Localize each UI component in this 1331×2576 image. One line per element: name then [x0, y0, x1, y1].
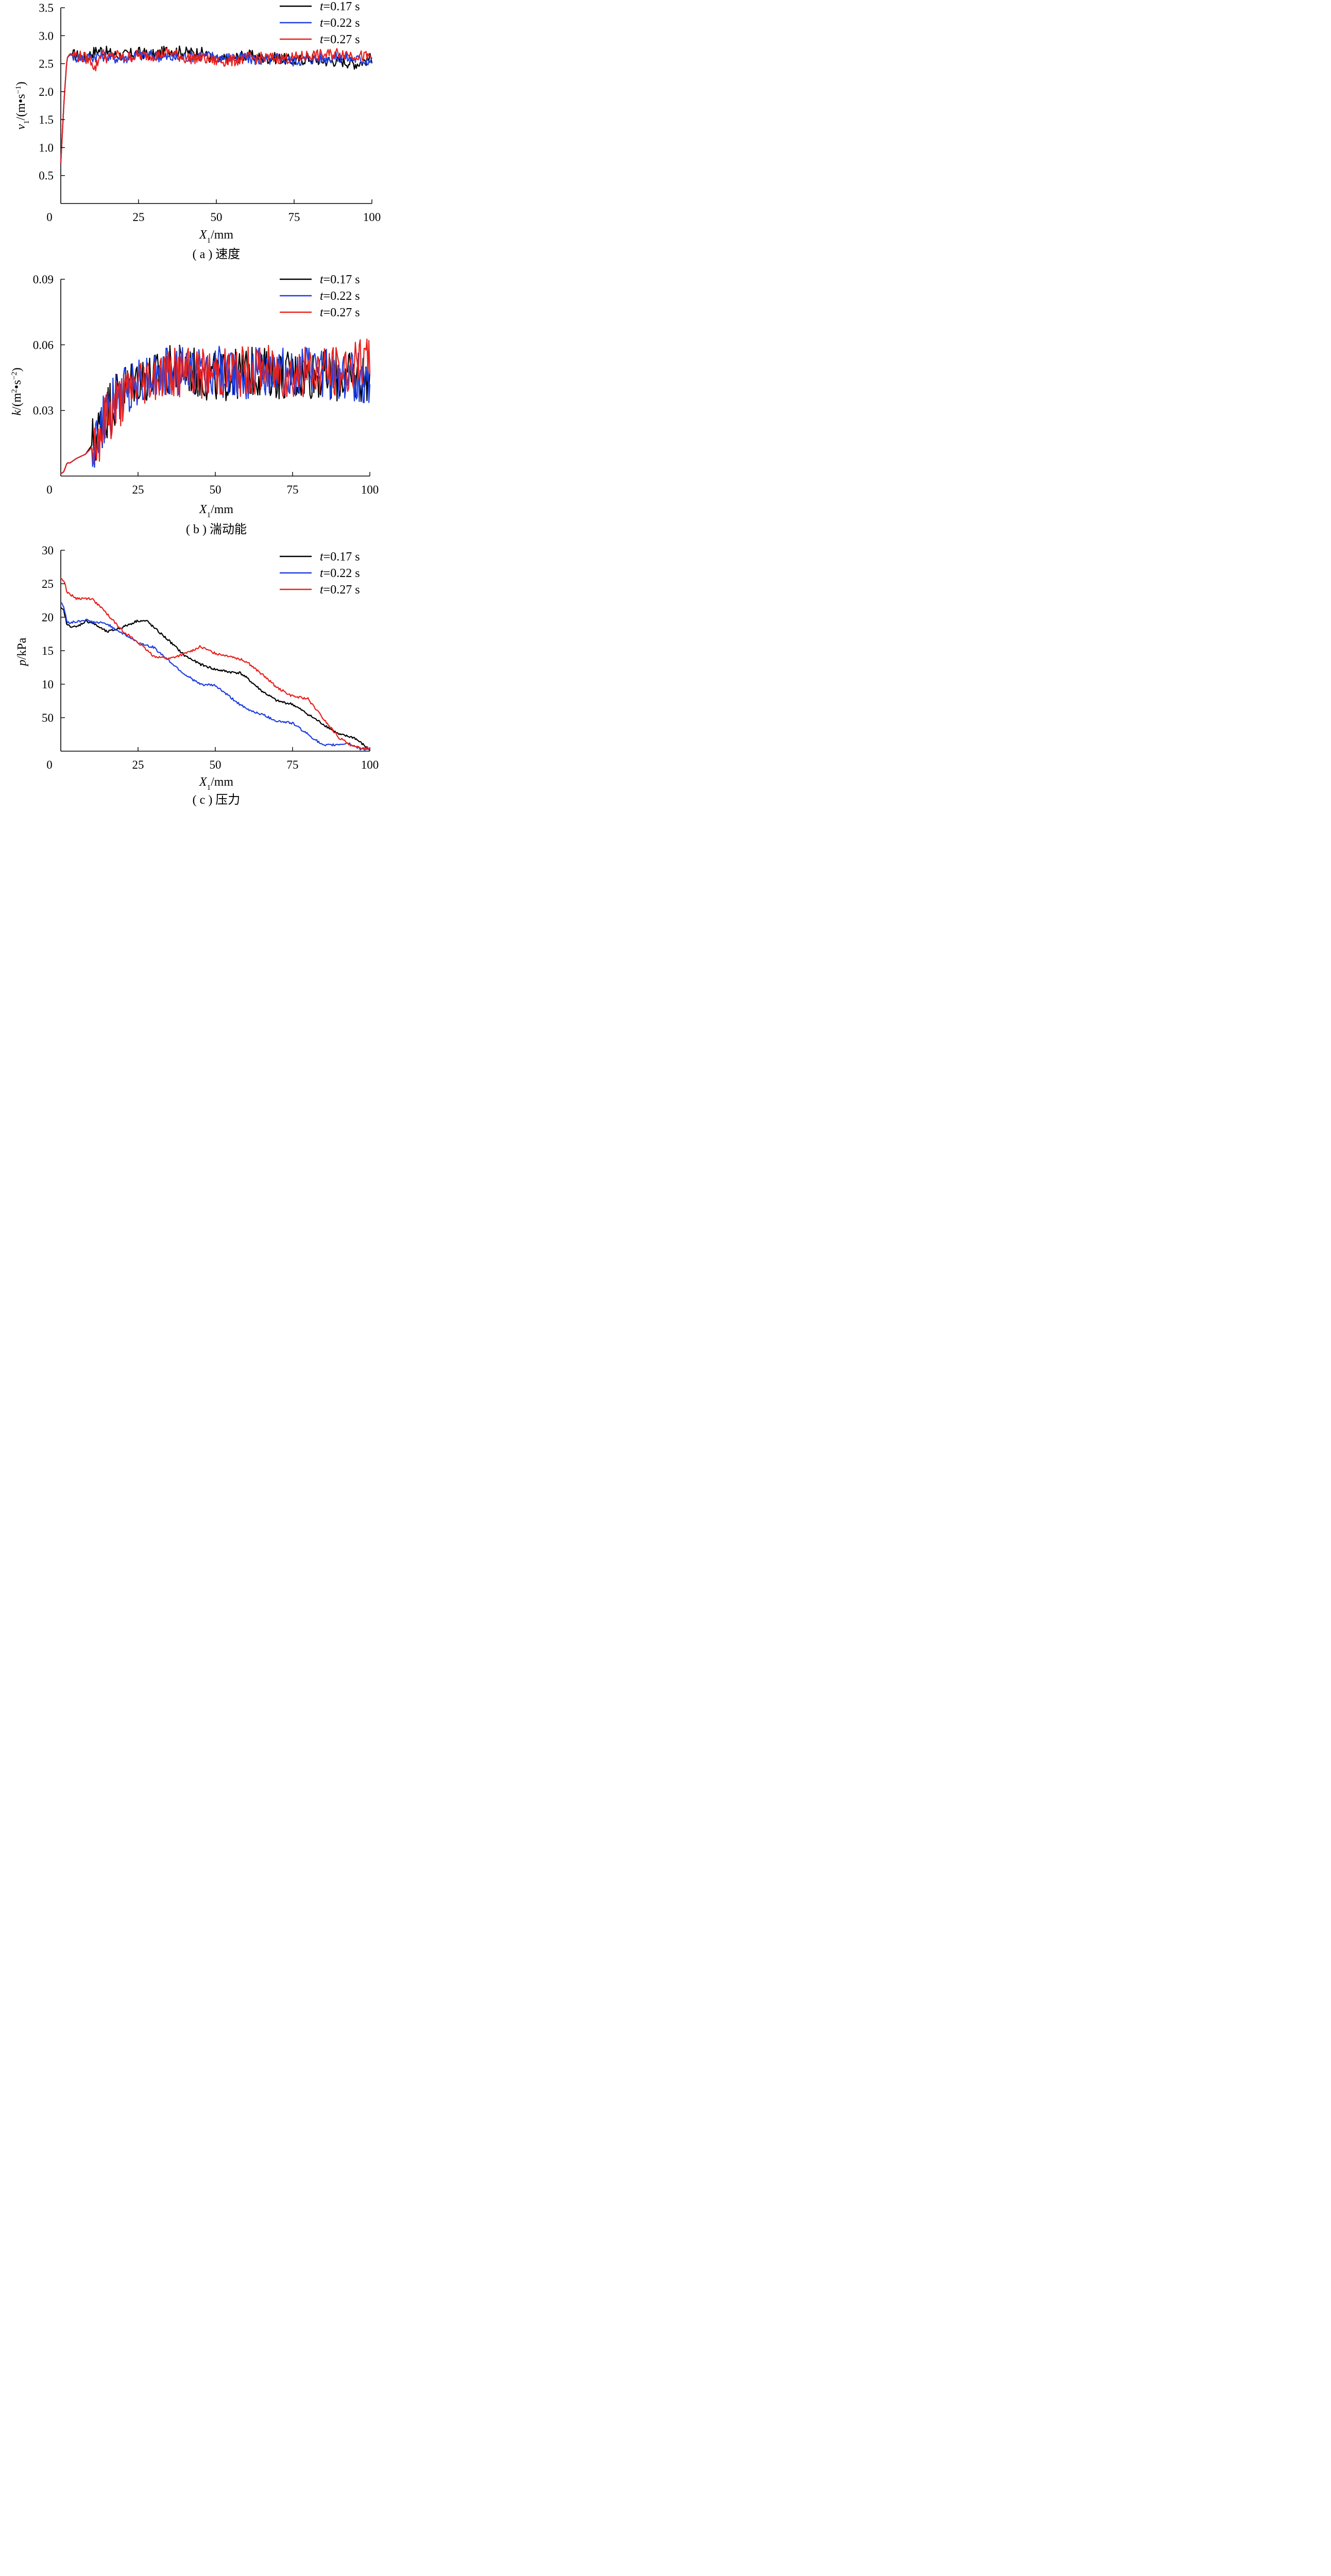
- x-tick-label: 75: [287, 758, 299, 771]
- y-tick-label: 2.0: [39, 86, 54, 98]
- panel-c-x-axis-label: X1/mm: [199, 775, 234, 792]
- y-tick-label: 30: [42, 544, 54, 557]
- legend-label: t=0.17 s: [320, 0, 360, 13]
- series-line: [60, 49, 373, 163]
- panel-b-series: [60, 338, 371, 474]
- x-tick-label: 75: [288, 211, 300, 224]
- y-tick-label: 1.5: [39, 113, 54, 126]
- panel-b-caption: ( b ) 湍动能: [186, 522, 247, 536]
- y-tick-label: 3.0: [39, 29, 54, 42]
- y-tick-label: 25: [42, 578, 54, 590]
- panel-a-caption: ( a ) 速度: [193, 247, 241, 261]
- y-tick-label: 0.03: [33, 404, 54, 417]
- panel-a-velocity: 0 25 50 75 100 0.5 1.0 1.5 2.0 2.5 3.0 3.5 t=0.17 s…: [14, 0, 381, 261]
- legend-label: t=0.22 s: [320, 567, 360, 580]
- series-line: [60, 602, 370, 751]
- panel-c-y-axis-label: p/kPa: [15, 637, 29, 667]
- legend-label: t=0.22 s: [320, 16, 360, 30]
- panel-a-ticks: 0 25 50 75 100 0.5 1.0 1.5 2.0 2.5 3.0 3.5: [39, 2, 381, 224]
- y-tick-label: 3.5: [39, 2, 54, 14]
- legend-label: t=0.22 s: [320, 290, 360, 303]
- series-line: [60, 607, 370, 751]
- legend-label: t=0.27 s: [320, 33, 360, 46]
- y-tick-label: 0.5: [39, 170, 54, 182]
- y-tick-label: 10: [42, 678, 54, 691]
- x-tick-label: 50: [211, 211, 223, 224]
- panel-a-legend: t=0.17 s t=0.22 s t=0.27 s: [280, 0, 360, 46]
- x-tick-label: 0: [46, 211, 53, 224]
- x-tick-label: 75: [287, 483, 299, 496]
- y-tick-label: 20: [42, 611, 54, 624]
- x-tick-label: 25: [133, 211, 145, 224]
- panel-b-ticks: 0 25 50 75 100 0.03 0.06 0.09: [33, 273, 379, 496]
- x-tick-label: 0: [46, 483, 53, 496]
- x-tick-label: 25: [132, 758, 144, 771]
- panel-b-y-axis-label: k/(m2•s−2): [10, 367, 24, 415]
- x-tick-label: 100: [361, 758, 379, 771]
- y-tick-label: 50: [42, 711, 54, 724]
- panel-b-x-axis-label: X1/mm: [199, 503, 234, 519]
- series-line: [60, 338, 371, 474]
- series-line: [60, 48, 372, 163]
- panel-c-axes: [60, 550, 370, 752]
- x-tick-label: 25: [132, 483, 144, 496]
- legend-label: t=0.27 s: [320, 583, 360, 597]
- panel-c-ticks: 0 25 50 75 100 50 10 15 20 25 30: [42, 544, 379, 771]
- y-tick-label: 2.5: [39, 58, 54, 71]
- series-line: [60, 578, 370, 750]
- x-tick-label: 50: [210, 758, 221, 771]
- panel-b-legend: t=0.17 s t=0.22 s t=0.27 s: [280, 273, 360, 319]
- legend-label: t=0.17 s: [320, 273, 360, 286]
- y-tick-label: 0.09: [33, 273, 54, 286]
- panel-c-caption: ( c ) 压力: [193, 793, 241, 807]
- y-tick-label: 0.06: [33, 338, 54, 351]
- y-tick-label: 1.0: [39, 141, 54, 154]
- legend-label: t=0.17 s: [320, 550, 360, 564]
- x-tick-label: 0: [46, 758, 53, 771]
- x-tick-label: 100: [361, 483, 379, 496]
- x-tick-label: 50: [210, 483, 221, 496]
- y-tick-label: 15: [42, 645, 54, 657]
- legend-label: t=0.27 s: [320, 306, 360, 319]
- panel-c-series: [60, 578, 370, 751]
- panel-a-x-axis-label: X1/mm: [199, 228, 234, 245]
- panel-c-legend: t=0.17 s t=0.22 s t=0.27 s: [280, 550, 360, 597]
- panel-a-y-axis-label: v1/(m•s−1): [14, 81, 31, 129]
- x-tick-label: 100: [363, 211, 381, 224]
- panel-a-series: [60, 45, 373, 163]
